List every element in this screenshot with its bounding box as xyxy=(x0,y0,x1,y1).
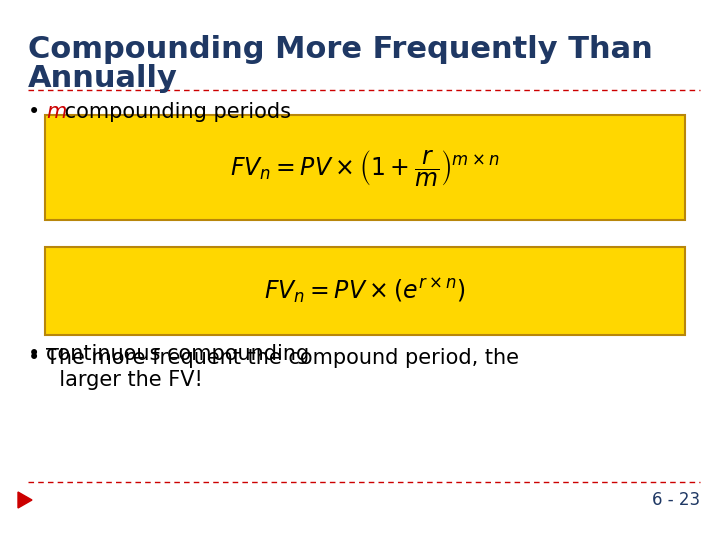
Text: Compounding More Frequently Than: Compounding More Frequently Than xyxy=(28,35,653,64)
Text: $\mathit{FV}_n = \mathit{PV} \times \left(e^{r \times n}\right)$: $\mathit{FV}_n = \mathit{PV} \times \lef… xyxy=(264,276,466,306)
Text: 6 - 23: 6 - 23 xyxy=(652,491,700,509)
Text: m: m xyxy=(46,102,66,122)
FancyBboxPatch shape xyxy=(45,247,685,335)
Text: compounding periods: compounding periods xyxy=(58,102,291,122)
Text: •: • xyxy=(28,344,40,364)
Text: continuous compounding: continuous compounding xyxy=(46,344,310,364)
Polygon shape xyxy=(18,492,32,508)
Text: Annually: Annually xyxy=(28,64,178,93)
FancyBboxPatch shape xyxy=(45,115,685,220)
Text: larger the FV!: larger the FV! xyxy=(46,370,203,390)
Text: $\mathit{FV}_n = \mathit{PV} \times \left(1+\dfrac{r}{m}\right)^{m \times n}$: $\mathit{FV}_n = \mathit{PV} \times \lef… xyxy=(230,148,500,188)
Text: The more frequent the compound period, the: The more frequent the compound period, t… xyxy=(46,348,519,368)
Text: •: • xyxy=(28,348,40,368)
Text: •: • xyxy=(28,102,40,122)
